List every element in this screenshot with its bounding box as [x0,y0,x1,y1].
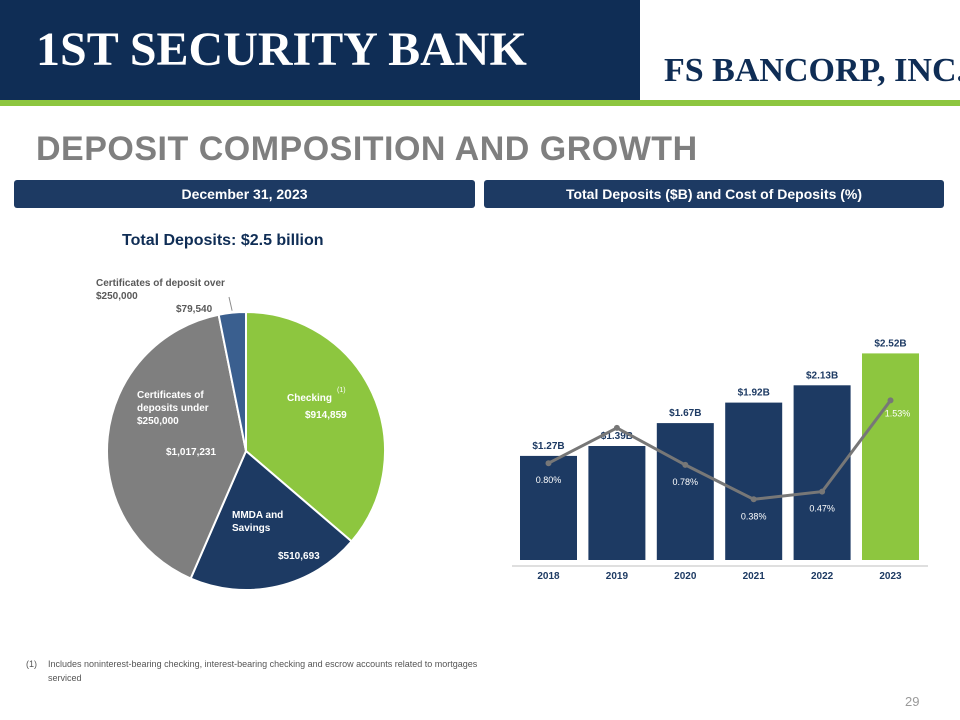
bar [725,402,783,560]
pie-slice-superscript: (1) [337,387,346,394]
deposit-composition-pie: Checking $914,859 (1) MMDA and Savings $510,6… [96,278,386,591]
right-panel-banner: Total Deposits ($B) and Cost of Deposits… [484,180,944,208]
pie-slice-value: $1,017,231 [166,447,216,458]
pie-slice [106,313,248,580]
pie-leader-line [228,296,233,311]
pie-slice-label: deposits under [137,403,209,414]
bar [588,446,646,560]
line-point-label: 1.53% [885,408,911,418]
page-title: DEPOSIT COMPOSITION AND GROWTH [36,130,698,168]
footnote-mark: (1) [26,659,37,669]
line-point [750,496,757,503]
line-point [682,461,689,468]
page-number: 29 [905,694,920,709]
line-point-label: 0.78% [673,477,699,487]
bar-value-label: $1.67B [669,408,701,419]
bank-logo: 1ST SECURITY BANK [36,23,527,76]
line-point-label: 0.80% [536,475,562,485]
x-tick-label: 2023 [879,571,902,582]
pie-slice-label: Checking [287,393,332,404]
bar-value-label: $2.13B [806,370,838,381]
line-point-label: 0.47% [809,504,835,514]
x-tick-label: 2021 [743,571,766,582]
pie-slice [217,310,247,452]
cost-of-deposits-line [547,399,892,501]
pie-slice-label: Certificates of [137,390,204,401]
header-divider [0,100,960,106]
header-logo-panel [640,0,960,100]
x-tick-label: 2019 [606,571,629,582]
pie-slice-label: Savings [232,523,271,534]
total-deposits-label: Total Deposits: $2.5 billion [122,232,324,249]
bancorp-logo: FS BANCORP, INC. [664,52,960,89]
bar-value-label: $2.52B [874,338,906,349]
bar [862,353,919,560]
pie-slice-value: $79,540 [176,304,213,315]
pie-slice-label: MMDA and [232,510,283,521]
footnote-text: Includes noninterest-bearing checking, i… [48,659,478,683]
bar [656,423,714,560]
pie-slice-label: $250,000 [137,416,179,427]
pie-slice-value: $914,859 [305,410,347,421]
line-point [545,460,552,467]
line-point-label: 0.38% [741,511,767,521]
pie-slice [189,449,353,591]
pie-slice [245,310,386,543]
line-point [613,424,620,431]
pie-slice-label: $250,000 [96,291,138,302]
bar-value-label: $1.39B [601,431,633,442]
x-tick-label: 2022 [811,571,834,582]
bar-value-label: $1.27B [532,441,564,452]
deposit-growth-bar-chart: $1.27B 2018 $1.39B 2019 $1.67B 2020 $1.92B 2021… [512,338,928,582]
bar-value-label: $1.92B [738,388,770,399]
line-point-label: 1.21% [604,438,630,448]
x-tick-label: 2018 [537,571,560,582]
bar [793,385,851,560]
x-tick-label: 2020 [674,571,697,582]
left-panel-banner: December 31, 2023 [14,180,475,208]
line-point [887,397,894,404]
footnote: (1) Includes noninterest-bearing checkin… [26,657,486,685]
pie-slice-value: $510,693 [278,551,320,562]
line-point [819,488,826,495]
pie-slice-label: Certificates of deposit over [96,278,225,289]
bar [520,455,577,560]
